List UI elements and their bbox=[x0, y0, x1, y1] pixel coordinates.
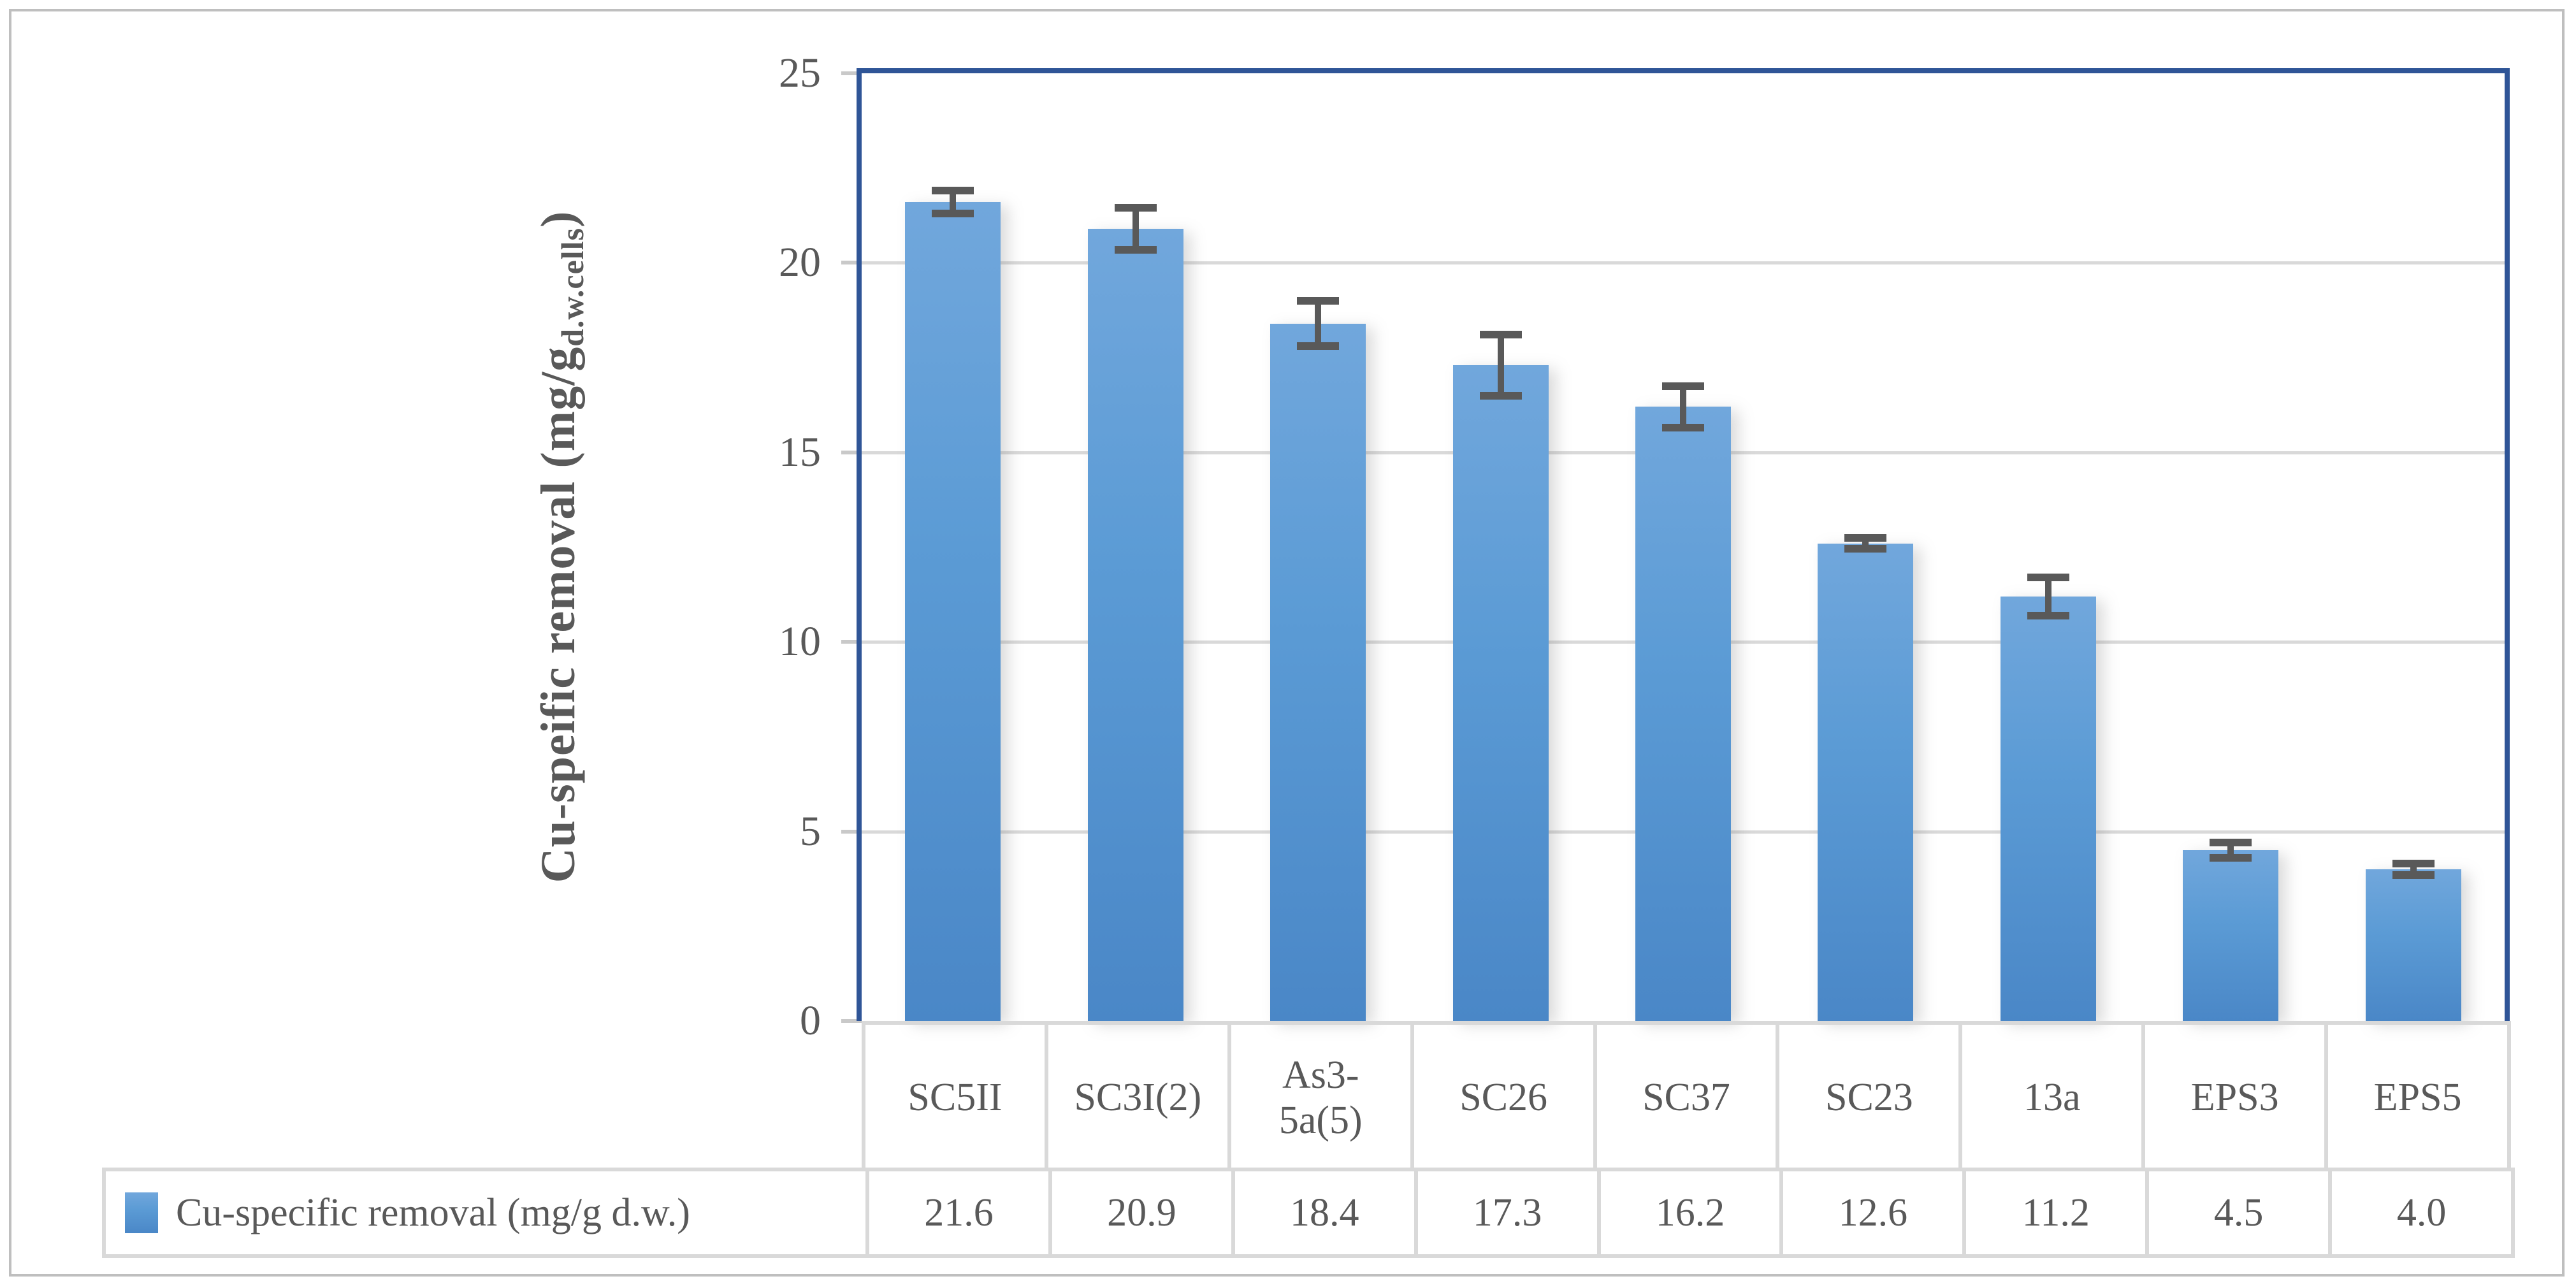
bar bbox=[2000, 596, 2096, 1021]
error-bar-cap-bottom bbox=[1297, 342, 1340, 351]
y-axis-title-main: Cu-speific removal (mg/g bbox=[532, 346, 585, 883]
bar bbox=[2365, 869, 2461, 1021]
error-bar bbox=[1862, 537, 1869, 549]
category-cell: SC26 bbox=[1414, 1025, 1597, 1171]
y-axis-tick-label: 0 bbox=[800, 997, 821, 1044]
value-cell: 16.2 bbox=[1596, 1171, 1780, 1254]
plot-border-left bbox=[857, 68, 862, 1021]
value-cell: 4.0 bbox=[2328, 1171, 2511, 1254]
error-bar bbox=[1315, 300, 1322, 347]
category-cell: SC3I(2) bbox=[1048, 1025, 1231, 1171]
y-axis-title-close: ) bbox=[532, 210, 585, 228]
error-bar-cap-top bbox=[1114, 204, 1157, 212]
value-cell: 17.3 bbox=[1414, 1171, 1597, 1254]
value-cell: 12.6 bbox=[1779, 1171, 1962, 1254]
plot-border-top bbox=[857, 68, 2510, 73]
error-bar-cap-top bbox=[1479, 331, 1522, 339]
category-axis-row: SC5II SC3I(2) As3- 5a(5) SC26 SC37 SC23 13a EPS… bbox=[862, 1021, 2512, 1171]
category-cell: As3- 5a(5) bbox=[1231, 1025, 1414, 1171]
error-bar-cap-bottom bbox=[2027, 611, 2069, 619]
error-bar bbox=[2227, 843, 2234, 858]
y-axis-title-subscript: d.w.cells bbox=[554, 227, 590, 347]
error-bar-cap-bottom bbox=[1479, 391, 1522, 400]
gridline bbox=[862, 261, 2505, 265]
value-cell: 20.9 bbox=[1048, 1171, 1231, 1254]
data-table-row: Cu-specific removal (mg/g d.w.) 21.6 20.9… bbox=[102, 1168, 2515, 1258]
error-bar-cap-top bbox=[2392, 860, 2435, 868]
error-bar-cap-bottom bbox=[932, 210, 974, 218]
error-bar-cap-bottom bbox=[2210, 854, 2252, 862]
error-bar-cap-bottom bbox=[2392, 871, 2435, 879]
bar bbox=[1087, 228, 1183, 1021]
category-cell: 13a bbox=[1962, 1025, 2146, 1171]
value-cell: 11.2 bbox=[1962, 1171, 2145, 1254]
y-axis-tick-mark bbox=[841, 450, 862, 454]
value-cells: 21.6 20.9 18.4 17.3 16.2 12.6 11.2 4.5 4.0 bbox=[865, 1171, 2511, 1254]
y-axis-tick-label: 10 bbox=[779, 618, 821, 665]
plot-border-right bbox=[2505, 68, 2510, 1021]
category-cell: SC37 bbox=[1597, 1025, 1780, 1171]
error-bar-cap-top bbox=[932, 187, 974, 195]
y-axis-tick-mark bbox=[841, 640, 862, 644]
y-axis-title: Cu-speific removal (mg/gd.w.cells) bbox=[531, 211, 591, 883]
error-bar bbox=[950, 191, 957, 214]
bar bbox=[2183, 850, 2279, 1021]
category-cell: EPS5 bbox=[2328, 1025, 2512, 1171]
value-cell: 21.6 bbox=[865, 1171, 1048, 1254]
y-axis-tick-label: 15 bbox=[779, 428, 821, 475]
error-bar-cap-bottom bbox=[1844, 545, 1887, 553]
error-bar-cap-top bbox=[1297, 296, 1340, 305]
bar bbox=[1270, 323, 1366, 1021]
figure-border bbox=[9, 9, 2565, 1277]
value-cell: 18.4 bbox=[1231, 1171, 1414, 1254]
category-cell: SC5II bbox=[865, 1025, 1048, 1171]
error-bar bbox=[2044, 577, 2051, 616]
error-bar bbox=[1132, 208, 1139, 250]
legend-swatch bbox=[125, 1192, 158, 1233]
category-cell: SC23 bbox=[1779, 1025, 1963, 1171]
bar bbox=[1452, 365, 1549, 1021]
bar bbox=[905, 202, 1001, 1021]
value-cell: 4.5 bbox=[2145, 1171, 2328, 1254]
error-bar-cap-bottom bbox=[1114, 245, 1157, 254]
y-axis-tick-mark bbox=[841, 71, 862, 75]
error-bar-cap-bottom bbox=[1662, 424, 1704, 432]
category-cell: EPS3 bbox=[2145, 1025, 2329, 1171]
error-bar-cap-top bbox=[1662, 382, 1704, 390]
y-axis-tick-label: 25 bbox=[779, 50, 821, 96]
error-bar bbox=[2410, 864, 2417, 875]
error-bar-cap-top bbox=[1844, 533, 1887, 542]
y-axis-tick-mark bbox=[841, 1019, 862, 1023]
error-bar-cap-top bbox=[2210, 839, 2252, 847]
y-axis-tick-mark bbox=[841, 261, 862, 265]
y-axis-tick-mark bbox=[841, 829, 862, 834]
bar bbox=[1818, 543, 1914, 1021]
legend-label: Cu-specific removal (mg/g d.w.) bbox=[176, 1190, 690, 1234]
y-axis-tick-label: 5 bbox=[800, 807, 821, 855]
error-bar bbox=[1497, 335, 1504, 396]
y-axis-tick-label: 20 bbox=[779, 239, 821, 286]
error-bar-cap-top bbox=[2027, 574, 2069, 582]
error-bar bbox=[1680, 386, 1686, 428]
legend-cell: Cu-specific removal (mg/g d.w.) bbox=[106, 1171, 865, 1254]
bar bbox=[1635, 407, 1731, 1021]
